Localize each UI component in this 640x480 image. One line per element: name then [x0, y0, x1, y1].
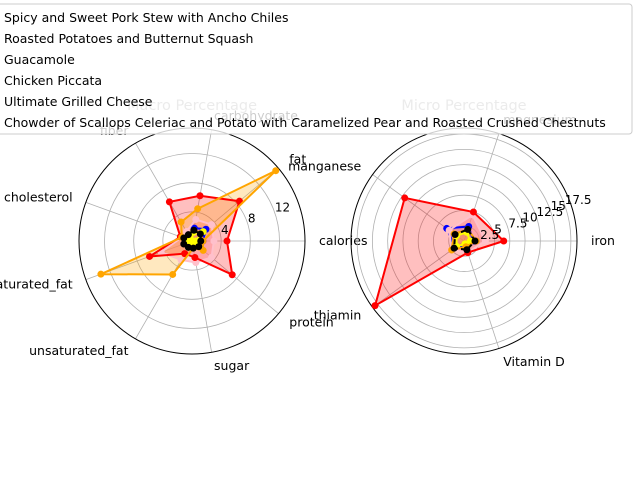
axis-label-manganese: manganese	[288, 158, 361, 173]
data-point	[469, 208, 477, 216]
series-area-ultimate-grilled-cheese	[100, 170, 276, 275]
axis-label-saturated-fat: saturated_fat	[0, 276, 73, 291]
r-tick-label: 4	[221, 223, 229, 237]
legend-entry: Chowder of Scallops Celeriac and Potato …	[4, 115, 606, 130]
axis-label-vitamin-d: Vitamin D	[503, 354, 564, 369]
legend-frame	[0, 3, 633, 135]
spoke-thiamin	[372, 240, 465, 308]
spoke-vitamin-d	[463, 240, 500, 349]
data-point	[165, 198, 173, 206]
r-tick-label: 8	[248, 212, 256, 226]
data-point	[196, 230, 204, 238]
data-point	[191, 254, 199, 262]
r-tick-label: 2.5	[480, 228, 499, 242]
data-point	[189, 244, 197, 252]
radar-panels: 4812caloriesfatcarbohydratefibercholeste…	[0, 98, 615, 373]
spoke-cholesterol	[85, 201, 193, 242]
data-point	[177, 218, 185, 226]
data-point	[464, 225, 472, 233]
axis-label-fat: fat	[289, 151, 306, 166]
r-tick-label: 12	[275, 201, 290, 215]
data-point	[208, 253, 216, 261]
r-tick-label: 15	[551, 199, 566, 213]
r-tick-label: 5	[494, 222, 502, 236]
data-point	[208, 221, 216, 229]
data-point	[272, 167, 280, 175]
data-point	[223, 237, 231, 245]
data-point	[190, 226, 198, 234]
data-point	[195, 243, 203, 251]
axis-label-sugar: sugar	[214, 358, 250, 373]
legend-entry: Guacamole	[4, 52, 75, 67]
axis-label-cholesterol: cholesterol	[4, 190, 73, 205]
data-point	[180, 234, 188, 242]
data-point	[463, 246, 471, 254]
series-area-chicken-piccata	[375, 197, 504, 306]
axis-label-calories: calories	[319, 233, 367, 248]
data-point	[169, 270, 177, 278]
data-point	[210, 237, 218, 245]
axis-label-protein: protein	[289, 315, 333, 330]
legend-label: Chicken Piccata	[4, 73, 102, 88]
data-point	[146, 252, 154, 260]
data-point	[196, 192, 204, 200]
data-point	[192, 215, 200, 223]
axis-label-unsaturated-fat: unsaturated_fat	[29, 343, 128, 358]
data-point	[471, 237, 479, 245]
data-point	[445, 226, 453, 234]
series-line-guacamole	[159, 218, 215, 264]
radar-panel-macro-percentage: 4812caloriesfatcarbohydratefibercholeste…	[0, 98, 367, 373]
legend-label: Roasted Potatoes and Butternut Squash	[4, 31, 253, 46]
axis-label-thiamin: thiamin	[314, 308, 362, 323]
series-line-chicken-piccata	[373, 196, 505, 308]
legend-label: Spicy and Sweet Pork Stew with Ancho Chi…	[4, 10, 289, 25]
data-point	[451, 231, 459, 239]
legend-label: Guacamole	[4, 52, 75, 67]
legend: Spicy and Sweet Pork Stew with Ancho Chi…	[0, 3, 633, 135]
r-tick-label: 17.5	[565, 193, 592, 207]
legend-entry: Chicken Piccata	[4, 73, 102, 88]
data-point	[194, 205, 202, 213]
legend-entry: Roasted Potatoes and Butternut Squash	[4, 31, 253, 46]
series-line-chowder-of-scallops-celeriac-and-potato-	[182, 228, 202, 250]
data-point	[401, 194, 409, 202]
data-point	[228, 271, 236, 279]
axis-label-iron: iron	[591, 233, 615, 248]
data-point	[371, 302, 379, 310]
r-tick-label: 12.5	[537, 205, 564, 219]
legend-entry: Spicy and Sweet Pork Stew with Ancho Chi…	[4, 10, 289, 25]
data-point	[481, 237, 489, 245]
legend-entry: Ultimate Grilled Cheese	[4, 94, 153, 109]
data-point	[450, 244, 458, 252]
data-point	[97, 270, 105, 278]
legend-label: Ultimate Grilled Cheese	[4, 94, 153, 109]
legend-label: Chowder of Scallops Celeriac and Potato …	[4, 115, 606, 130]
r-tick-label: 10	[522, 211, 537, 225]
data-point	[197, 237, 205, 245]
r-tick-label: 7.5	[508, 216, 527, 230]
data-point	[500, 237, 508, 245]
